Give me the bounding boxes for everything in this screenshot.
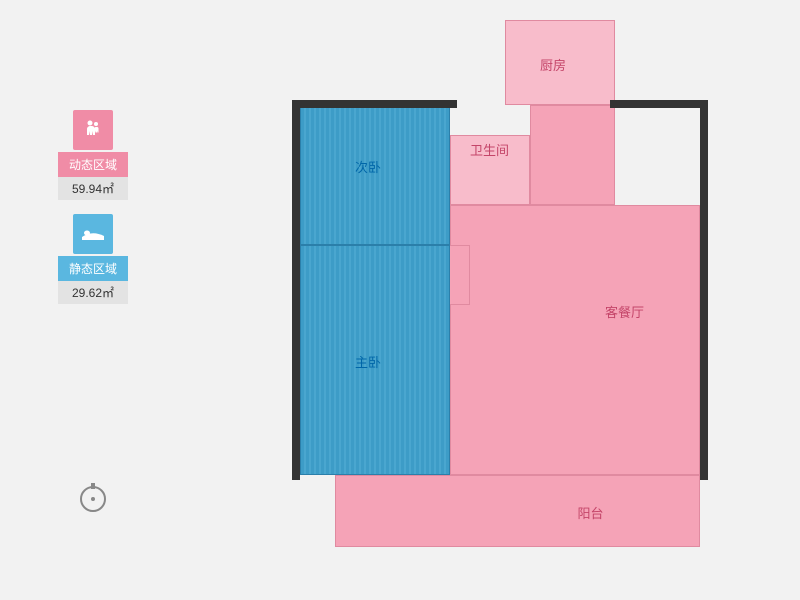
legend-static-value: 29.62㎡ [58,281,128,304]
legend-dynamic-title: 动态区域 [58,152,128,177]
room-label-kitchen: 厨房 [540,55,566,74]
room-balcony [335,475,700,547]
room-label-bathroom: 卫生间 [470,140,509,159]
legend-dynamic: 动态区域 59.94㎡ [58,110,128,200]
legend-static: 静态区域 29.62㎡ [58,214,128,304]
legend-static-title: 静态区域 [58,256,128,281]
bed-icon-svg [80,224,106,244]
room-label-bedroom2: 次卧 [355,157,381,176]
floorplan: 厨房卫生间次卧客餐厅主卧阳台 [270,20,730,580]
people-icon-svg [81,118,105,142]
room-living [450,205,700,475]
wall-2 [610,100,708,108]
legend-panel: 动态区域 59.94㎡ 静态区域 29.62㎡ [58,110,128,318]
people-icon [73,110,113,150]
room-label-living: 客餐厅 [605,302,644,321]
bed-icon [73,214,113,254]
legend-dynamic-value: 59.94㎡ [58,177,128,200]
compass-icon [76,480,110,519]
room-label-balcony: 阳台 [578,503,604,522]
wall-3 [700,100,708,480]
wall-1 [292,100,457,108]
compass-svg [76,480,110,514]
wall-0 [292,100,300,480]
room-label-bedroom1: 主卧 [355,352,381,371]
room-corridor [530,105,615,205]
